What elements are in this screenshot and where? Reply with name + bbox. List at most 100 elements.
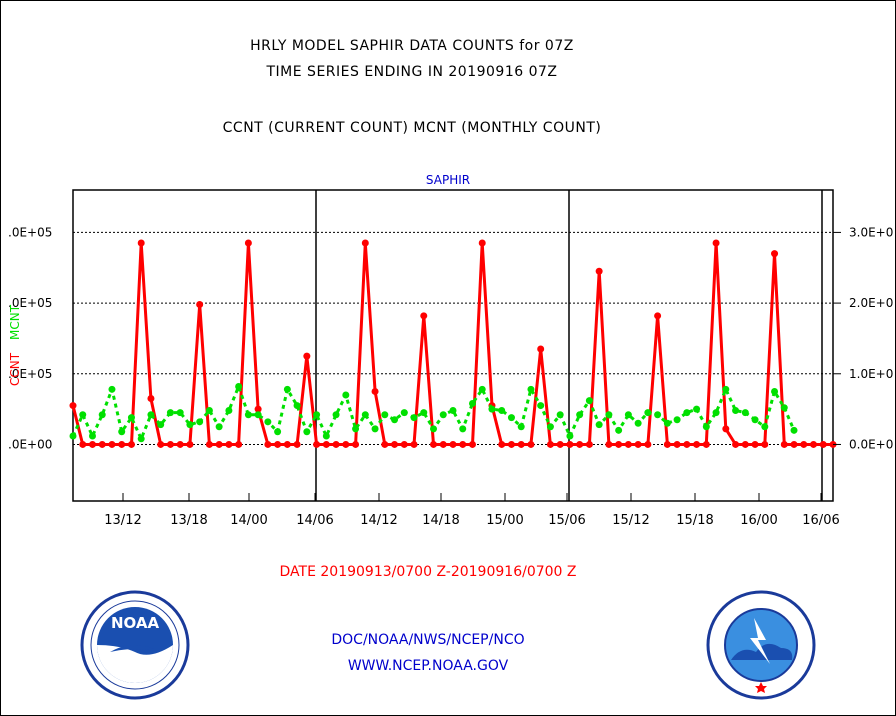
- mcnt-series-point-38: [439, 411, 447, 419]
- ccnt-series-point-32: [381, 440, 389, 448]
- ccnt-series-point-58: [634, 440, 642, 448]
- noaa-logo[interactable]: NOAA: [80, 590, 190, 700]
- ccnt-series-point-59: [644, 440, 652, 448]
- x-tick-label-1: 13/18: [170, 513, 207, 528]
- ccnt-series-point-11: [176, 440, 184, 448]
- mcnt-series: [69, 382, 798, 443]
- ccnt-series-point-17: [235, 440, 243, 448]
- mcnt-series-point-7: [137, 435, 145, 443]
- mcnt-series-point-49: [546, 423, 554, 431]
- mcnt-series-point-27: [332, 411, 340, 419]
- mcnt-series-point-45: [507, 414, 515, 422]
- ccnt-series-point-34: [400, 440, 408, 448]
- ccnt-series-point-3: [98, 440, 106, 448]
- ccnt-series-point-70: [751, 440, 759, 448]
- mcnt-series-point-31: [371, 425, 379, 433]
- mcnt-series-point-11: [176, 409, 184, 417]
- noaa-logo-text: NOAA: [111, 614, 160, 632]
- mcnt-series-point-2: [88, 432, 96, 440]
- ccnt-series-point-36: [420, 312, 428, 320]
- mcnt-series-point-55: [605, 411, 613, 419]
- mcnt-series-point-16: [225, 407, 233, 415]
- ccnt-series-point-26: [322, 440, 330, 448]
- ccnt-series-point-40: [459, 440, 467, 448]
- mcnt-series-point-37: [430, 425, 438, 433]
- mcnt-series-point-36: [420, 409, 428, 417]
- mcnt-series-point-62: [673, 416, 681, 424]
- ccnt-series-point-16: [225, 440, 233, 448]
- ccnt-series-point-53: [585, 440, 593, 448]
- mcnt-series-point-41: [468, 399, 476, 407]
- ccnt-series-point-13: [196, 301, 204, 309]
- chart-subtitle-time: TIME SERIES ENDING IN 20190916 07Z: [266, 64, 558, 80]
- mcnt-series-point-25: [313, 411, 321, 419]
- ccnt-series-point-71: [761, 440, 769, 448]
- ccnt-series-point-33: [391, 440, 399, 448]
- chart-subtitle-legend: CCNT (CURRENT COUNT) MCNT (MONTHLY COUNT…: [222, 120, 602, 136]
- x-tick-label-4: 14/12: [360, 513, 397, 528]
- grid-lines: [73, 190, 833, 501]
- org-label[interactable]: DOC/NOAA/NWS/NCEP/NCO: [331, 632, 525, 648]
- date-range-label: DATE 20190913/0700 Z-20190916/0700 Z: [279, 564, 577, 580]
- mcnt-series-point-60: [654, 411, 662, 419]
- y-right-tick-label-1: 2.0E+0: [849, 296, 893, 310]
- ccnt-series-point-38: [439, 440, 447, 448]
- mcnt-series-point-63: [683, 409, 691, 417]
- ccnt-series-point-77: [819, 440, 827, 448]
- x-tick-label-7: 15/06: [548, 513, 585, 528]
- mcnt-series-point-15: [215, 423, 223, 431]
- mcnt-series-point-28: [342, 391, 350, 399]
- mcnt-series-point-51: [566, 432, 574, 440]
- ccnt-series-point-4: [108, 440, 116, 448]
- axis-labels: 13/12 13/18 14/00 14/06 14/12 14/18 15/00 15/06…: [8, 173, 893, 528]
- mcnt-series-point-3: [98, 411, 106, 419]
- ccnt-series-point-73: [780, 440, 788, 448]
- ccnt-series-point-37: [430, 440, 438, 448]
- y-axis-label-mcnt: MCNT: [8, 304, 22, 340]
- ccnt-series-point-39: [449, 440, 457, 448]
- ccnt-series-point-5: [118, 440, 126, 448]
- ccnt-series-point-76: [810, 440, 818, 448]
- nws-logo[interactable]: [706, 590, 816, 700]
- mcnt-series-point-61: [663, 419, 671, 427]
- mcnt-series-point-20: [264, 418, 272, 426]
- ccnt-series-point-25: [313, 440, 321, 448]
- y-left-tick-label-3: .0E+00: [8, 437, 52, 451]
- mcnt-series-point-73: [780, 404, 788, 412]
- y-right-tick-label-3: 0.0E+0: [849, 437, 893, 451]
- x-tick-label-2: 14/00: [230, 513, 267, 528]
- ccnt-series-point-30: [361, 239, 369, 247]
- ccnt-series-point-24: [303, 352, 311, 360]
- mcnt-series-point-35: [410, 414, 418, 422]
- mcnt-series-point-68: [732, 407, 740, 415]
- mcnt-series-point-12: [186, 421, 194, 429]
- mcnt-series-point-29: [352, 425, 360, 433]
- mcnt-series-point-32: [381, 411, 389, 419]
- mcnt-series-point-74: [790, 426, 798, 434]
- mcnt-series-point-40: [459, 425, 467, 433]
- x-tick-label-5: 14/18: [422, 513, 459, 528]
- ccnt-series-point-74: [790, 440, 798, 448]
- ccnt-series-point-35: [410, 440, 418, 448]
- ccnt-series: [69, 239, 837, 448]
- ccnt-series-point-14: [205, 440, 213, 448]
- url-link[interactable]: WWW.NCEP.NOAA.GOV: [347, 658, 509, 674]
- mcnt-series-point-30: [361, 411, 369, 419]
- mcnt-series-point-23: [293, 402, 301, 410]
- ccnt-series-point-2: [88, 440, 96, 448]
- ccnt-series-point-1: [79, 440, 87, 448]
- ccnt-series-point-68: [732, 440, 740, 448]
- ccnt-series-point-44: [498, 440, 506, 448]
- y-axis-label-ccnt: CCNT: [8, 352, 22, 386]
- ccnt-series-point-49: [546, 440, 554, 448]
- mcnt-series-point-17: [235, 382, 243, 390]
- mcnt-series-point-18: [244, 411, 252, 419]
- ccnt-series-point-64: [693, 440, 701, 448]
- ccnt-series-point-56: [615, 440, 623, 448]
- x-tick-label-10: 16/00: [740, 513, 777, 528]
- ccnt-series-point-55: [605, 440, 613, 448]
- ccnt-series-point-51: [566, 440, 574, 448]
- ccnt-series-point-6: [127, 440, 135, 448]
- ccnt-series-point-60: [654, 312, 662, 320]
- ccnt-series-point-28: [342, 440, 350, 448]
